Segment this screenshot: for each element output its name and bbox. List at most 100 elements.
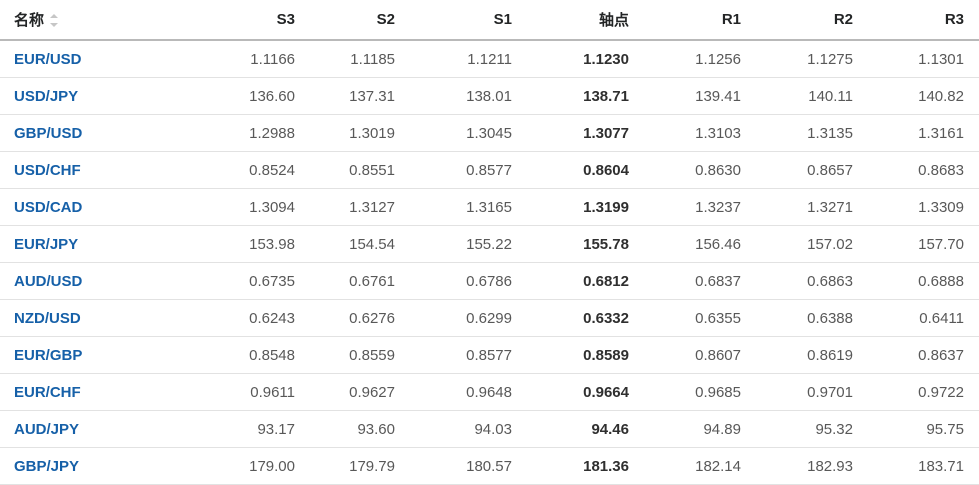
cell-s1: 138.01 [410, 77, 527, 115]
cell-s1: 1.3165 [410, 188, 527, 226]
cell-s1: 1.1211 [410, 40, 527, 78]
cell-s3: 1.3094 [210, 188, 310, 226]
sort-updown-icon[interactable] [50, 14, 59, 27]
cell-s2: 1.1185 [310, 40, 410, 78]
cell-pivot: 0.6812 [527, 262, 644, 300]
cell-r1: 0.6837 [644, 262, 756, 300]
table-row: USD/CHF 0.8524 0.8551 0.8577 0.8604 0.86… [0, 151, 979, 189]
column-header-s1[interactable]: S1 [410, 0, 527, 41]
cell-r1: 0.6355 [644, 299, 756, 337]
cell-pair-name[interactable]: USD/JPY [0, 77, 210, 115]
table-row: USD/CAD 1.3094 1.3127 1.3165 1.3199 1.32… [0, 188, 979, 226]
cell-pivot: 94.46 [527, 410, 644, 448]
table-row: AUD/JPY 93.17 93.60 94.03 94.46 94.89 95… [0, 410, 979, 448]
pair-link[interactable]: GBP/USD [14, 124, 83, 142]
cell-r2: 182.93 [756, 447, 868, 485]
pair-link[interactable]: AUD/JPY [14, 420, 80, 438]
cell-pivot: 155.78 [527, 225, 644, 263]
cell-r3: 0.9722 [868, 373, 979, 411]
column-header-s3[interactable]: S3 [210, 0, 310, 41]
pair-link[interactable]: NZD/USD [14, 309, 81, 327]
cell-r1: 156.46 [644, 225, 756, 263]
cell-pivot: 1.1230 [527, 40, 644, 78]
cell-r2: 0.8657 [756, 151, 868, 189]
column-header-name-label: 名称 [14, 12, 45, 29]
cell-s3: 1.1166 [210, 40, 310, 78]
cell-s1: 0.8577 [410, 336, 527, 374]
cell-pair-name[interactable]: NZD/USD [0, 299, 210, 337]
cell-s2: 137.31 [310, 77, 410, 115]
cell-s1: 180.57 [410, 447, 527, 485]
cell-r3: 0.6411 [868, 299, 979, 337]
cell-r1: 182.14 [644, 447, 756, 485]
pair-link[interactable]: USD/CAD [14, 198, 83, 216]
column-header-r3[interactable]: R3 [868, 0, 979, 41]
cell-pair-name[interactable]: USD/CHF [0, 151, 210, 189]
cell-pivot: 0.8589 [527, 336, 644, 374]
column-header-r2[interactable]: R2 [756, 0, 868, 41]
pair-link[interactable]: EUR/USD [14, 50, 82, 68]
cell-pivot: 1.3199 [527, 188, 644, 226]
column-header-r1[interactable]: R1 [644, 0, 756, 41]
table-body: EUR/USD 1.1166 1.1185 1.1211 1.1230 1.12… [0, 40, 979, 485]
cell-s2: 0.9627 [310, 373, 410, 411]
cell-pivot: 138.71 [527, 77, 644, 115]
table-row: AUD/USD 0.6735 0.6761 0.6786 0.6812 0.68… [0, 262, 979, 300]
table-row: NZD/USD 0.6243 0.6276 0.6299 0.6332 0.63… [0, 299, 979, 337]
cell-pair-name[interactable]: EUR/GBP [0, 336, 210, 374]
cell-s2: 0.8551 [310, 151, 410, 189]
cell-s3: 136.60 [210, 77, 310, 115]
cell-pair-name[interactable]: GBP/USD [0, 114, 210, 152]
cell-r1: 0.9685 [644, 373, 756, 411]
cell-pair-name[interactable]: EUR/JPY [0, 225, 210, 263]
cell-pivot: 0.8604 [527, 151, 644, 189]
cell-r3: 1.1301 [868, 40, 979, 78]
cell-pivot: 0.6332 [527, 299, 644, 337]
pair-link[interactable]: USD/CHF [14, 161, 81, 179]
pair-link[interactable]: EUR/GBP [14, 346, 83, 364]
pair-link[interactable]: USD/JPY [14, 87, 79, 105]
cell-pair-name[interactable]: EUR/CHF [0, 373, 210, 411]
cell-r2: 0.6863 [756, 262, 868, 300]
pair-link[interactable]: AUD/USD [14, 272, 83, 290]
cell-s3: 0.6735 [210, 262, 310, 300]
cell-pair-name[interactable]: AUD/JPY [0, 410, 210, 448]
column-header-pivot[interactable]: 轴点 [527, 0, 644, 41]
cell-s2: 0.8559 [310, 336, 410, 374]
cell-r1: 139.41 [644, 77, 756, 115]
pair-link[interactable]: EUR/JPY [14, 235, 79, 253]
cell-r3: 1.3309 [868, 188, 979, 226]
cell-pair-name[interactable]: USD/CAD [0, 188, 210, 226]
cell-s3: 0.9611 [210, 373, 310, 411]
cell-r1: 0.8607 [644, 336, 756, 374]
cell-s1: 0.6299 [410, 299, 527, 337]
cell-r2: 157.02 [756, 225, 868, 263]
cell-s3: 0.6243 [210, 299, 310, 337]
pair-link[interactable]: GBP/JPY [14, 457, 80, 475]
cell-pair-name[interactable]: AUD/USD [0, 262, 210, 300]
cell-s3: 1.2988 [210, 114, 310, 152]
cell-s3: 0.8548 [210, 336, 310, 374]
cell-r2: 1.3135 [756, 114, 868, 152]
cell-pair-name[interactable]: GBP/JPY [0, 447, 210, 485]
cell-pair-name[interactable]: EUR/USD [0, 40, 210, 78]
cell-r2: 0.9701 [756, 373, 868, 411]
cell-s1: 0.6786 [410, 262, 527, 300]
cell-r1: 1.1256 [644, 40, 756, 78]
column-header-name[interactable]: 名称 [0, 0, 210, 41]
table-row: GBP/USD 1.2988 1.3019 1.3045 1.3077 1.31… [0, 114, 979, 152]
cell-s1: 155.22 [410, 225, 527, 263]
cell-s3: 93.17 [210, 410, 310, 448]
cell-s1: 0.8577 [410, 151, 527, 189]
table-row: EUR/GBP 0.8548 0.8559 0.8577 0.8589 0.86… [0, 336, 979, 374]
table-row: EUR/CHF 0.9611 0.9627 0.9648 0.9664 0.96… [0, 373, 979, 411]
cell-r2: 95.32 [756, 410, 868, 448]
pair-link[interactable]: EUR/CHF [14, 383, 81, 401]
cell-r3: 183.71 [868, 447, 979, 485]
cell-pivot: 0.9664 [527, 373, 644, 411]
cell-r3: 95.75 [868, 410, 979, 448]
table-row: EUR/USD 1.1166 1.1185 1.1211 1.1230 1.12… [0, 40, 979, 78]
column-header-s2[interactable]: S2 [310, 0, 410, 41]
cell-s2: 0.6276 [310, 299, 410, 337]
